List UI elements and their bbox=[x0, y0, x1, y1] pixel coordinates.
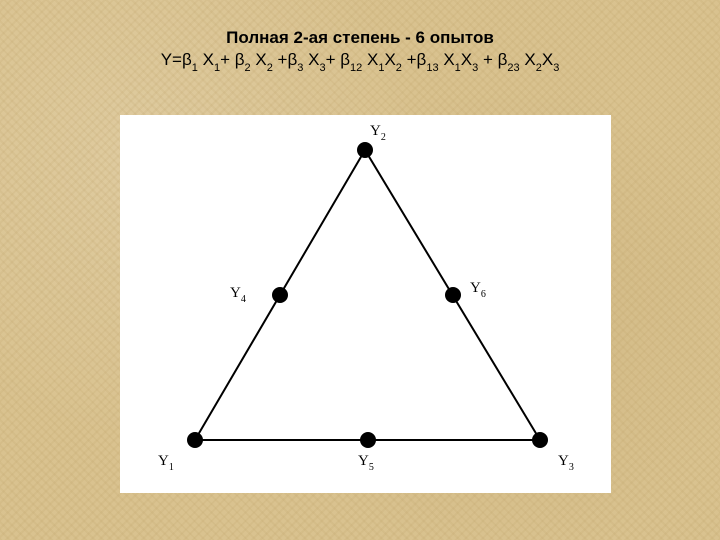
node-Y5 bbox=[360, 432, 376, 448]
vertex-label: Y4 bbox=[230, 285, 246, 304]
triangle-outline bbox=[195, 150, 540, 440]
vertex-label: Y6 bbox=[470, 280, 486, 299]
formula-terms: β1 X1+ β2 X2 +β3 X3+ β12 X1X2 +β13 X1X3 … bbox=[182, 50, 559, 69]
node-Y4 bbox=[272, 287, 288, 303]
triangle-diagram bbox=[120, 115, 611, 493]
vertex-label: Y2 bbox=[370, 123, 386, 142]
formula: Y=β1 X1+ β2 X2 +β3 X3+ β12 X1X2 +β13 X1X… bbox=[0, 50, 720, 72]
vertex-label: Y1 bbox=[158, 453, 174, 472]
node-Y6 bbox=[445, 287, 461, 303]
node-Y3 bbox=[532, 432, 548, 448]
diagram-area: Y2 Y4 Y6 Y1 Y5 Y3 bbox=[120, 115, 611, 493]
node-Y2 bbox=[357, 142, 373, 158]
vertex-label: Y3 bbox=[558, 453, 574, 472]
slide-page: Полная 2-ая степень - 6 опытов Y=β1 X1+ … bbox=[0, 0, 720, 540]
vertex-label: Y5 bbox=[358, 453, 374, 472]
node-Y1 bbox=[187, 432, 203, 448]
page-title: Полная 2-ая степень - 6 опытов bbox=[0, 28, 720, 48]
header-block: Полная 2-ая степень - 6 опытов Y=β1 X1+ … bbox=[0, 28, 720, 72]
formula-prefix: Y= bbox=[161, 50, 182, 69]
